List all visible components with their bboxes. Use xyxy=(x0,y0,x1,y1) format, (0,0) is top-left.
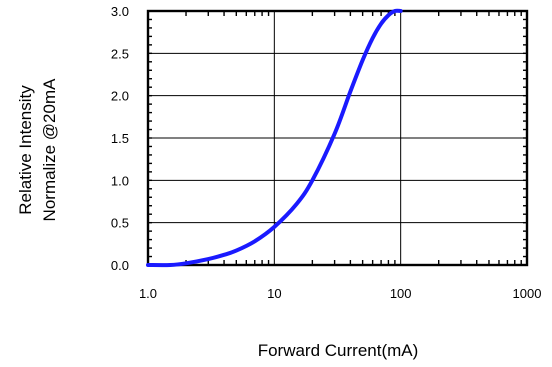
series-points xyxy=(146,9,402,267)
y-tick-label: 0.0 xyxy=(111,258,129,273)
data-point xyxy=(146,263,150,267)
y-axis-title-line-2: Normalize @20mA xyxy=(40,78,59,222)
grid-lines xyxy=(147,10,528,266)
data-point xyxy=(371,36,374,40)
x-tick-label: 1000 xyxy=(513,286,542,301)
y-axis-title: Relative Intensity Normalize @20mA xyxy=(16,78,59,222)
y-tick-label: 3.0 xyxy=(111,4,129,19)
data-point xyxy=(311,179,314,182)
y-axis-title-line-1: Relative Intensity xyxy=(16,85,35,215)
x-tick-label: 10 xyxy=(267,286,281,301)
data-point xyxy=(222,253,226,257)
y-tick-label: 2.5 xyxy=(111,46,129,61)
y-tick-label: 0.5 xyxy=(111,216,129,231)
data-point xyxy=(379,22,383,25)
x-tick-label: 1.0 xyxy=(139,286,157,301)
plot-frame xyxy=(146,9,529,267)
tick-labels: 1.0 10 100 1000 0.0 0.5 1.0 1.5 2.0 2.5 3.0 xyxy=(111,4,542,301)
x-axis-title: Forward Current(mA) xyxy=(258,341,419,360)
data-point xyxy=(207,257,210,261)
y-tick-label: 1.5 xyxy=(111,131,129,146)
data-point xyxy=(393,9,397,13)
data-point xyxy=(361,58,364,62)
data-point xyxy=(184,262,188,265)
data-point xyxy=(235,249,238,252)
data-point xyxy=(295,202,298,206)
data-point xyxy=(253,240,256,243)
data-point xyxy=(333,132,336,135)
y-tick-label: 2.0 xyxy=(111,89,129,104)
data-point xyxy=(349,90,352,93)
x-tick-label: 100 xyxy=(390,286,412,301)
data-point xyxy=(273,225,276,229)
data-point xyxy=(169,263,172,267)
y-tick-label: 1.0 xyxy=(111,173,129,188)
data-point xyxy=(387,14,390,17)
data-point xyxy=(399,9,402,13)
